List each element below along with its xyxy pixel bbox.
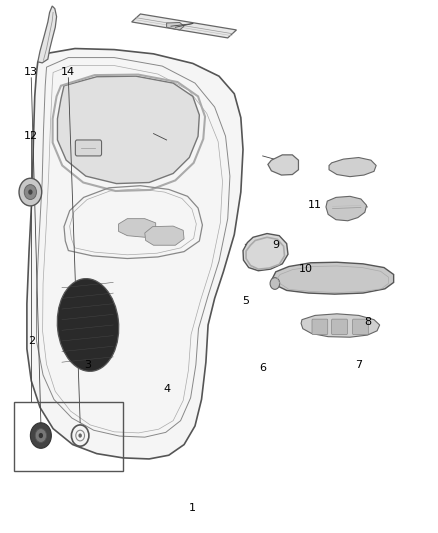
Polygon shape <box>38 6 57 63</box>
Circle shape <box>270 278 280 289</box>
Text: 4: 4 <box>163 384 170 394</box>
Polygon shape <box>301 314 380 337</box>
Polygon shape <box>329 158 376 176</box>
Polygon shape <box>132 14 237 38</box>
Polygon shape <box>27 49 243 459</box>
Circle shape <box>30 423 51 448</box>
FancyBboxPatch shape <box>332 319 347 335</box>
Circle shape <box>39 433 43 438</box>
Text: 9: 9 <box>272 240 279 250</box>
Text: 1: 1 <box>189 503 196 513</box>
FancyBboxPatch shape <box>312 319 328 335</box>
Text: 2: 2 <box>28 336 35 346</box>
Circle shape <box>19 178 42 206</box>
Text: 6: 6 <box>259 362 266 373</box>
Text: 5: 5 <box>242 296 249 306</box>
Text: 11: 11 <box>308 200 322 211</box>
Text: 14: 14 <box>61 68 75 77</box>
FancyBboxPatch shape <box>353 319 368 335</box>
Text: 7: 7 <box>355 360 362 370</box>
Polygon shape <box>268 155 298 175</box>
Circle shape <box>24 184 36 199</box>
Text: 12: 12 <box>24 131 38 141</box>
Polygon shape <box>57 76 199 183</box>
Polygon shape <box>119 219 155 237</box>
Text: 13: 13 <box>24 68 38 77</box>
Polygon shape <box>272 262 394 294</box>
Text: 3: 3 <box>85 360 92 370</box>
Text: 10: 10 <box>299 264 313 274</box>
Polygon shape <box>145 226 184 245</box>
Polygon shape <box>326 196 367 221</box>
Polygon shape <box>243 233 288 271</box>
Polygon shape <box>166 22 184 30</box>
Circle shape <box>78 433 82 438</box>
Text: 8: 8 <box>364 317 371 327</box>
Circle shape <box>35 429 46 442</box>
Circle shape <box>28 189 32 195</box>
Ellipse shape <box>57 279 119 372</box>
FancyBboxPatch shape <box>75 140 102 156</box>
